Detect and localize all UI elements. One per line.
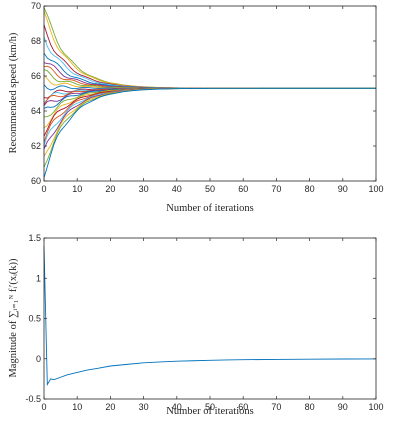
gradient-chart-xtick-label: 50 <box>205 402 215 412</box>
speed-chart-ytick-label: 70 <box>31 1 41 11</box>
speed-chart-ytick-label: 68 <box>31 36 41 46</box>
speed-series-line <box>43 87 376 150</box>
speed-chart-xtick-label: 0 <box>41 184 46 194</box>
gradient-chart-xtick-label: 80 <box>305 402 315 412</box>
speed-series-line <box>43 7 376 89</box>
speed-chart-xtick-label: 40 <box>172 184 182 194</box>
speed-chart-xtick-label: 100 <box>368 184 383 194</box>
gradient-chart-ytick-label: 0 <box>36 354 41 364</box>
speed-chart-xtick-label: 20 <box>105 184 115 194</box>
gradient-chart-ytick-label: -0.5 <box>25 394 41 404</box>
gradient-series-group <box>43 246 377 387</box>
speed-chart-xtick-label: 30 <box>139 184 149 194</box>
speed-series-line <box>43 87 376 118</box>
gradient-chart-xtick-label: 0 <box>41 402 46 412</box>
speed-series-line <box>43 24 376 89</box>
speed-chart-ytick-label: 66 <box>31 71 41 81</box>
gradient-chart-xtick-label: 10 <box>72 402 82 412</box>
gradient-chart-ytick-label: 1 <box>36 273 41 283</box>
gradient-chart-xtick-label: 70 <box>271 402 281 412</box>
gradient-chart-xtick-label: 60 <box>238 402 248 412</box>
gradient-chart-ytick-label: 0.5 <box>28 314 41 324</box>
speed-series-line <box>43 87 376 157</box>
speed-chart-ytick-label: 64 <box>31 106 41 116</box>
speed-chart-ylabel: Recommended speed (km/h) <box>8 32 19 153</box>
gradient-chart-xtick-label: 30 <box>139 402 149 412</box>
speed-chart-xtick-label: 80 <box>305 184 315 194</box>
speed-series-group <box>43 7 376 178</box>
speed-series-line <box>43 62 376 89</box>
gradient-chart-ylabel: Magnitude of ∑ᵢ₌₁ᴺ fᵢ′(xᵢ(k)) <box>8 258 19 378</box>
gradient-chart-xtick-label: 90 <box>338 402 348 412</box>
speed-chart-xlabel: Number of iterations <box>166 203 253 214</box>
gradient-chart-xtick-label: 20 <box>105 402 115 412</box>
speed-chart-ytick-label: 60 <box>31 176 41 186</box>
gradient-chart-xtick-label: 40 <box>172 402 182 412</box>
speed-series-line <box>43 52 376 89</box>
speed-chart-xtick-label: 50 <box>205 184 215 194</box>
speed-chart: 0 10 20 30 40 50 60 70 80 90 100 60 62 64 66 68 70 Numbe… <box>8 1 384 214</box>
gradient-chart-xtick-label: 100 <box>368 402 383 412</box>
gradient-chart: 0 10 20 30 40 50 60 70 80 90 100-0.500.511.5 Numbe… <box>8 233 384 417</box>
speed-chart-xtick-label: 10 <box>72 184 82 194</box>
gradient-series-line <box>43 246 377 387</box>
speed-series-line <box>43 87 376 178</box>
speed-chart-ticks: 0 10 20 30 40 50 60 70 80 90 100 60 62 64 66 68 70 <box>31 1 384 194</box>
speed-chart-xtick-label: 90 <box>338 184 348 194</box>
gradient-chart-ticks: 0 10 20 30 40 50 60 70 80 90 100-0.500.511.5 <box>25 233 383 412</box>
speed-chart-xtick-label: 70 <box>271 184 281 194</box>
gradient-chart-ytick-label: 1.5 <box>28 233 41 243</box>
speed-chart-xtick-label: 60 <box>238 184 248 194</box>
speed-series-line <box>43 69 376 89</box>
speed-chart-ytick-label: 62 <box>31 141 41 151</box>
gradient-chart-xlabel: Number of iterations <box>166 406 253 417</box>
gradient-chart-frame <box>43 237 377 400</box>
